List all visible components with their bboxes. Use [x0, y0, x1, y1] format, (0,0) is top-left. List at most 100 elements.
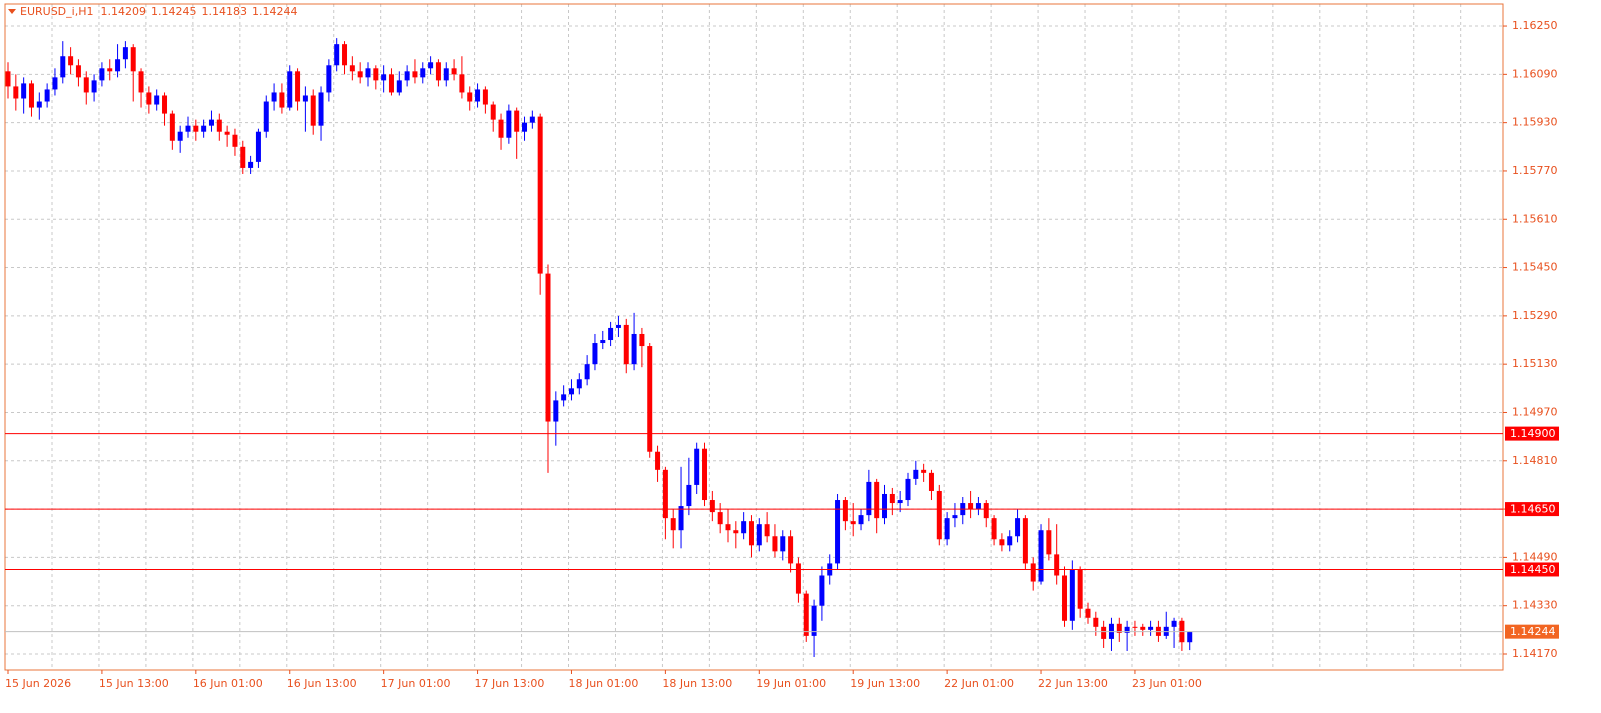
candle-body	[975, 503, 981, 510]
candle-body	[21, 83, 27, 99]
x-tick-label: 23 Jun 01:00	[1132, 677, 1202, 690]
candle-body	[913, 469, 919, 479]
y-tick-label: 1.16090	[1512, 67, 1558, 80]
current-price-box	[1505, 624, 1559, 639]
candle-body	[295, 71, 301, 102]
candle-body	[1101, 626, 1107, 639]
candle-body	[608, 327, 614, 341]
candle-body	[388, 74, 394, 93]
candle-body	[545, 273, 551, 422]
candle-body	[615, 324, 621, 328]
candle-body	[639, 333, 645, 347]
candle-body	[162, 95, 168, 114]
candle-body	[68, 56, 74, 66]
candle-body	[522, 122, 528, 132]
candle-body	[451, 68, 457, 75]
candle-body	[592, 343, 598, 365]
candle-body	[842, 500, 848, 522]
candle-body	[154, 95, 160, 105]
candle-body	[1148, 626, 1154, 630]
candle-body	[482, 89, 488, 105]
candle-body	[686, 484, 692, 507]
candle-body	[334, 44, 340, 66]
candle-body	[678, 506, 684, 531]
x-tick-label: 15 Jun 2026	[5, 677, 71, 690]
candle-body	[576, 379, 582, 389]
level-label-box	[1505, 562, 1559, 577]
y-tick-label: 1.15930	[1512, 116, 1558, 129]
candle-body	[201, 125, 207, 132]
candle-body	[122, 47, 128, 60]
candle-body	[748, 521, 754, 546]
candle-body	[404, 71, 410, 81]
candle-body	[702, 448, 708, 501]
level-label: 1.14900	[1510, 427, 1556, 440]
y-tick-label: 1.15610	[1512, 212, 1558, 225]
candle-body	[600, 340, 606, 344]
candle-body	[185, 125, 191, 132]
y-tick-label: 1.14330	[1512, 599, 1558, 612]
y-tick-label: 1.14490	[1512, 550, 1558, 563]
candle-body	[780, 536, 786, 552]
candle-body	[263, 101, 269, 132]
candle-body	[968, 503, 974, 510]
collapse-icon[interactable]	[8, 9, 16, 14]
candle-body	[279, 92, 285, 108]
candle-body	[52, 77, 58, 90]
y-tick-label: 1.15450	[1512, 261, 1558, 274]
candle-body	[248, 161, 254, 168]
candle-body	[271, 92, 277, 102]
candle-body	[420, 68, 426, 78]
candle-body	[44, 89, 50, 102]
y-tick-label: 1.15290	[1512, 309, 1558, 322]
candle-body	[772, 536, 778, 552]
candle-body	[670, 518, 676, 531]
candle-body	[498, 119, 504, 138]
candle-body	[91, 80, 97, 93]
candle-body	[1015, 518, 1021, 537]
candle-body	[443, 68, 449, 81]
candle-body	[36, 101, 42, 108]
candle-body	[623, 324, 629, 365]
candle-body	[216, 119, 222, 132]
candle-body	[490, 104, 496, 120]
candle-body	[130, 47, 136, 72]
candle-body	[655, 451, 661, 470]
candle-body	[568, 388, 574, 395]
candle-body	[255, 131, 261, 162]
candle-body	[584, 364, 590, 380]
candle-body	[208, 119, 214, 126]
candle-body	[1007, 536, 1013, 546]
x-tick-label: 16 Jun 13:00	[287, 677, 357, 690]
candle-body	[318, 92, 324, 126]
candle-body	[537, 116, 543, 274]
y-tick-label: 1.15130	[1512, 357, 1558, 370]
candle-body	[1054, 554, 1060, 576]
candle-body	[756, 524, 762, 546]
candle-body	[475, 89, 481, 102]
candle-body	[373, 68, 379, 81]
candle-body	[741, 521, 747, 534]
candle-body	[921, 469, 927, 473]
candle-body	[1030, 563, 1036, 582]
candle-body	[506, 110, 512, 138]
level-label-box	[1505, 426, 1559, 441]
candle-body	[725, 524, 731, 531]
candle-body	[60, 56, 66, 78]
x-tick-label: 18 Jun 13:00	[662, 677, 732, 690]
candle-body	[1171, 620, 1177, 627]
candle-body	[882, 493, 888, 519]
candle-body	[177, 131, 183, 141]
candle-body	[803, 593, 809, 636]
y-tick-label: 1.14810	[1512, 454, 1558, 467]
y-tick-label: 1.16250	[1512, 19, 1558, 32]
candle-body	[1022, 518, 1028, 564]
candle-body	[936, 490, 942, 540]
candle-body	[733, 530, 739, 534]
candle-body	[850, 521, 856, 525]
candle-body	[553, 400, 559, 422]
candle-body	[514, 110, 520, 132]
candle-body	[435, 62, 441, 81]
candle-body	[1069, 569, 1075, 621]
